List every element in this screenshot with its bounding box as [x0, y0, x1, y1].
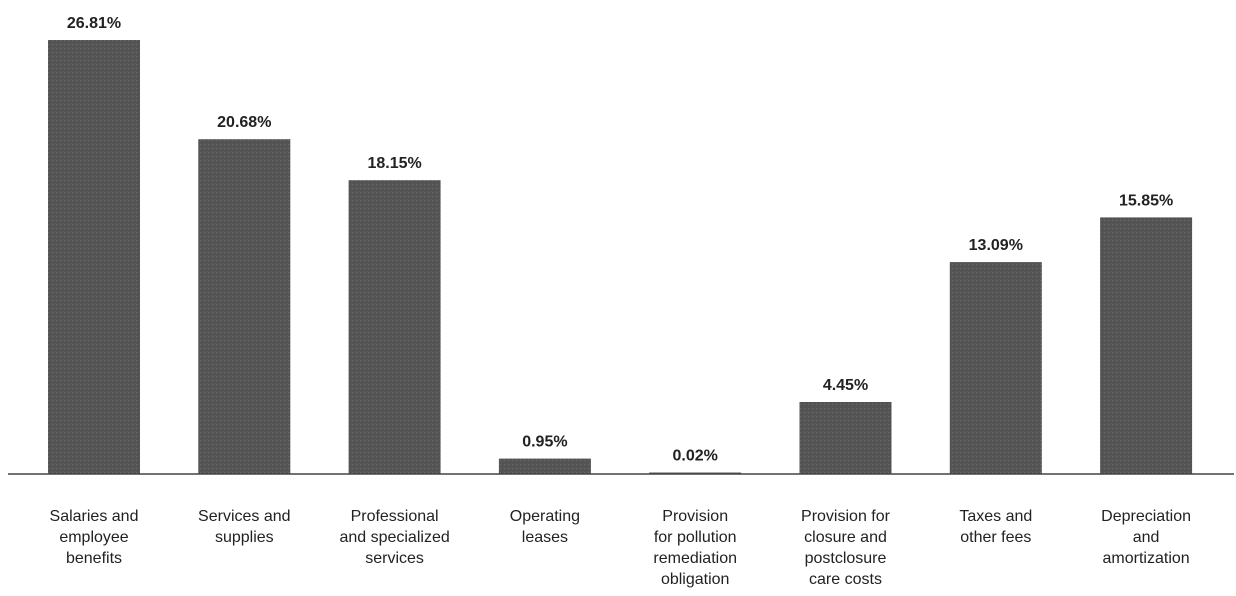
- bar-value-label: 0.95%: [522, 434, 567, 451]
- bar: [498, 458, 591, 474]
- category-tick-label-line: Operating: [510, 508, 580, 525]
- category-tick-label-line: and specialized: [339, 529, 449, 546]
- category-tick-label-line: employee: [59, 529, 128, 546]
- bar-value-label: 13.09%: [969, 237, 1023, 254]
- bar: [198, 139, 291, 474]
- category-tick-label: Operating leases: [510, 508, 580, 546]
- bar: [348, 180, 441, 474]
- category-tick-label: Provision for closure and postclosure care …: [801, 508, 891, 588]
- category-tick-label-line: Taxes and: [959, 508, 1032, 525]
- bar-value-label: 26.81%: [67, 15, 121, 32]
- category-tick-label-line: Services and: [198, 508, 291, 525]
- bar-value-label: 20.68%: [217, 114, 271, 131]
- category-tick-label: Salaries and employee benefits: [50, 508, 139, 567]
- bar-value-label: 4.45%: [823, 377, 868, 394]
- category-tick-label: Services and supplies: [198, 508, 291, 546]
- bar-value-label: 0.02%: [673, 448, 718, 465]
- bar-value-label: 15.85%: [1119, 192, 1173, 209]
- bar: [1100, 217, 1193, 474]
- bar: [799, 402, 892, 474]
- category-tick-label-line: remediation: [653, 550, 737, 567]
- category-tick-label-line: for pollution: [654, 529, 737, 546]
- category-tick-label-line: services: [365, 550, 424, 567]
- category-tick-label: Depreciation and amortization: [1101, 508, 1191, 567]
- bar-value-label: 18.15%: [367, 155, 421, 172]
- category-tick-label-line: benefits: [66, 550, 122, 567]
- category-tick-label: Provision for pollution remediation obligat…: [653, 508, 737, 588]
- category-tick-label-line: Depreciation: [1101, 508, 1191, 525]
- category-tick-label-line: postclosure: [805, 550, 887, 567]
- category-tick-label-line: amortization: [1103, 550, 1190, 567]
- category-tick-label-line: leases: [522, 529, 568, 546]
- category-tick-label-line: Professional: [351, 508, 439, 525]
- category-tick-label: Taxes and other fees: [959, 508, 1032, 546]
- category-tick-label-line: supplies: [215, 529, 274, 546]
- category-tick-label-line: closure and: [804, 529, 887, 546]
- category-tick-label-line: other fees: [960, 529, 1031, 546]
- category-tick-label-line: obligation: [661, 571, 730, 588]
- category-tick-label: Professional and specialized services: [339, 508, 449, 567]
- bar: [949, 262, 1042, 474]
- bar: [48, 40, 140, 474]
- category-tick-label-line: Provision: [662, 508, 728, 525]
- category-tick-label-line: Provision for: [801, 508, 891, 525]
- category-tick-label-line: care costs: [809, 571, 882, 588]
- category-tick-label-line: and: [1133, 529, 1160, 546]
- category-tick-label-line: Salaries and: [50, 508, 139, 525]
